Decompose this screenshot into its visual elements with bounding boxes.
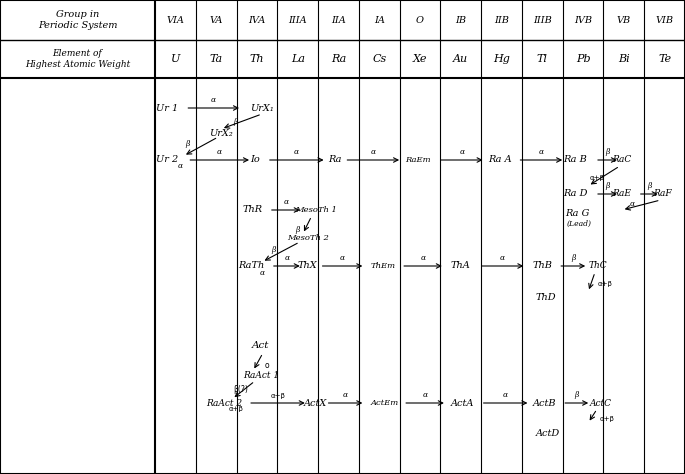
Text: α: α	[371, 148, 376, 156]
Text: ThC: ThC	[589, 262, 608, 271]
Text: β: β	[571, 254, 575, 262]
Text: α: α	[423, 391, 427, 399]
Text: MesoTh 2: MesoTh 2	[287, 234, 329, 242]
Text: Ta: Ta	[210, 54, 223, 64]
Text: Ra: Ra	[331, 54, 346, 64]
Text: Ra G: Ra G	[565, 210, 589, 219]
Text: IVB: IVB	[574, 16, 592, 25]
Text: IA: IA	[374, 16, 385, 25]
Text: ActA: ActA	[451, 399, 475, 408]
Text: IB: IB	[456, 16, 466, 25]
Text: Bi: Bi	[618, 54, 630, 64]
Text: α: α	[211, 96, 216, 104]
Text: Pb: Pb	[576, 54, 590, 64]
Text: Io: Io	[250, 155, 260, 164]
Text: α+β: α+β	[229, 406, 244, 412]
Text: Th: Th	[249, 54, 264, 64]
Text: α+β: α+β	[599, 416, 614, 422]
Text: α: α	[459, 148, 464, 156]
Text: VIB: VIB	[656, 16, 673, 25]
Text: (Lead): (Lead)	[566, 220, 592, 228]
Text: α: α	[538, 148, 544, 156]
Text: RaTh: RaTh	[238, 262, 264, 271]
Text: β: β	[185, 140, 190, 148]
Text: ThB: ThB	[532, 262, 552, 271]
Text: RaF: RaF	[653, 190, 672, 199]
Text: α: α	[340, 254, 345, 262]
Text: ThEm: ThEm	[371, 262, 396, 270]
Text: β: β	[647, 182, 651, 190]
Text: α: α	[284, 254, 289, 262]
Text: ActC: ActC	[590, 399, 612, 408]
Text: o: o	[264, 361, 269, 370]
Text: Cs: Cs	[372, 54, 386, 64]
Text: Te: Te	[658, 54, 671, 64]
Text: IVA: IVA	[248, 16, 266, 25]
Text: β: β	[233, 118, 238, 126]
Text: α: α	[343, 391, 348, 399]
Text: RaAct 1: RaAct 1	[243, 371, 279, 380]
Text: β: β	[271, 246, 275, 254]
Text: α: α	[178, 162, 183, 170]
Text: α: α	[294, 148, 299, 156]
Text: RaE: RaE	[612, 190, 632, 199]
Text: VA: VA	[210, 16, 223, 25]
Text: Au: Au	[453, 54, 469, 64]
Text: α: α	[283, 198, 288, 206]
Text: MesoTh 1: MesoTh 1	[295, 206, 336, 214]
Text: α: α	[260, 269, 264, 277]
Text: ThD: ThD	[536, 293, 557, 302]
Text: ThX: ThX	[298, 262, 318, 271]
Text: Ra: Ra	[327, 155, 341, 164]
Text: Hg: Hg	[493, 54, 510, 64]
Text: O: O	[416, 16, 424, 25]
Text: IIA: IIA	[331, 16, 346, 25]
Text: α: α	[630, 200, 634, 208]
Text: Element of
Highest Atomic Weight: Element of Highest Atomic Weight	[25, 49, 130, 69]
Text: Ra B: Ra B	[563, 155, 587, 164]
Text: Xe: Xe	[413, 54, 427, 64]
Text: IIB: IIB	[494, 16, 509, 25]
Text: Act: Act	[252, 340, 270, 349]
Text: VB: VB	[616, 16, 631, 25]
Text: β: β	[295, 226, 300, 234]
Text: Ra A: Ra A	[488, 155, 511, 164]
Text: α: α	[217, 148, 222, 156]
Text: Group in
Periodic System: Group in Periodic System	[38, 9, 117, 30]
Text: β: β	[606, 182, 610, 190]
Text: ActEm: ActEm	[371, 399, 399, 407]
Text: β: β	[606, 148, 610, 156]
Text: RaEm: RaEm	[406, 156, 431, 164]
Text: α+β: α+β	[271, 393, 286, 399]
Text: α+β: α+β	[597, 281, 612, 287]
Text: UrX₂: UrX₂	[210, 128, 233, 137]
Text: α: α	[500, 254, 505, 262]
Text: β: β	[575, 391, 579, 399]
Text: α: α	[503, 391, 508, 399]
Text: ActB: ActB	[532, 399, 556, 408]
Text: UrX₁: UrX₁	[250, 103, 274, 112]
Text: La: La	[290, 54, 305, 64]
Text: Ur 1: Ur 1	[156, 103, 179, 112]
Text: VIA: VIA	[166, 16, 184, 25]
Text: ActX: ActX	[304, 399, 327, 408]
Text: IIIB: IIIB	[533, 16, 551, 25]
Text: ThA: ThA	[451, 262, 471, 271]
Text: α+β: α+β	[590, 175, 605, 181]
Text: Tl: Tl	[537, 54, 548, 64]
Text: Ra D: Ra D	[563, 190, 587, 199]
Text: ActD: ActD	[536, 428, 560, 438]
Text: IIIA: IIIA	[288, 16, 307, 25]
Text: U: U	[171, 54, 180, 64]
Text: β(?): β(?)	[234, 384, 249, 393]
Text: RaC: RaC	[612, 155, 632, 164]
Text: Ur 2: Ur 2	[156, 155, 179, 164]
Text: RaAct 2: RaAct 2	[206, 399, 242, 408]
Text: ThR: ThR	[243, 206, 263, 215]
Text: α: α	[421, 254, 425, 262]
